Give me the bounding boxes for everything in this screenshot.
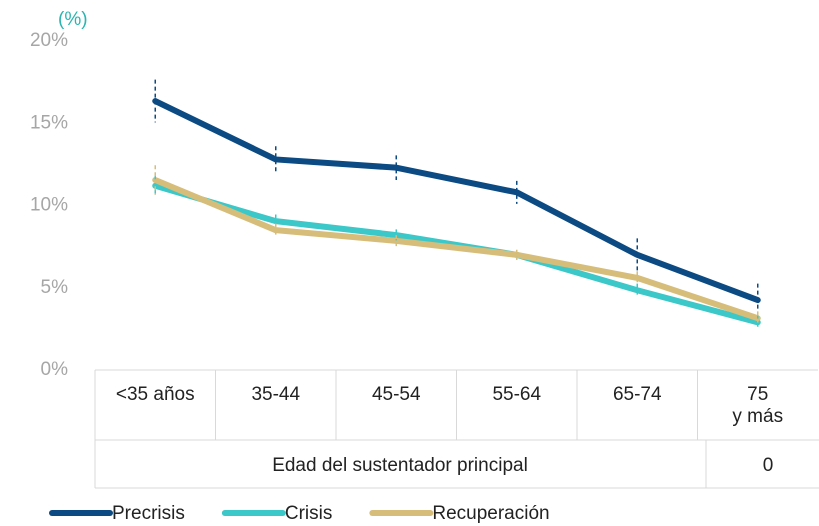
- x-tick-label: <35 años: [115, 384, 195, 405]
- series-line: [152, 98, 761, 304]
- legend-label: Precrisis: [112, 503, 185, 524]
- x-tick-label: 45-54: [371, 384, 421, 405]
- x-axis-label: Edad del sustentador principal: [272, 455, 528, 476]
- y-tick-label: 20%: [30, 30, 68, 51]
- unit-label: (%): [58, 9, 88, 30]
- x-tick-label: 65-74: [612, 384, 662, 405]
- y-tick-label: 10%: [30, 195, 68, 216]
- series-line: [152, 182, 761, 326]
- x-axis-note: 0: [763, 455, 774, 476]
- legend-label: Recuperación: [432, 503, 549, 524]
- y-tick-label: 0%: [41, 359, 69, 380]
- x-tick-label: 75 y más: [732, 384, 784, 427]
- x-tick-label: 35-44: [251, 384, 301, 405]
- y-tick-label: 15%: [30, 112, 68, 133]
- x-tick-label: 55-64: [492, 384, 542, 405]
- y-tick-label: 5%: [41, 277, 69, 298]
- legend-label: Crisis: [285, 503, 333, 524]
- series-line: [152, 177, 761, 322]
